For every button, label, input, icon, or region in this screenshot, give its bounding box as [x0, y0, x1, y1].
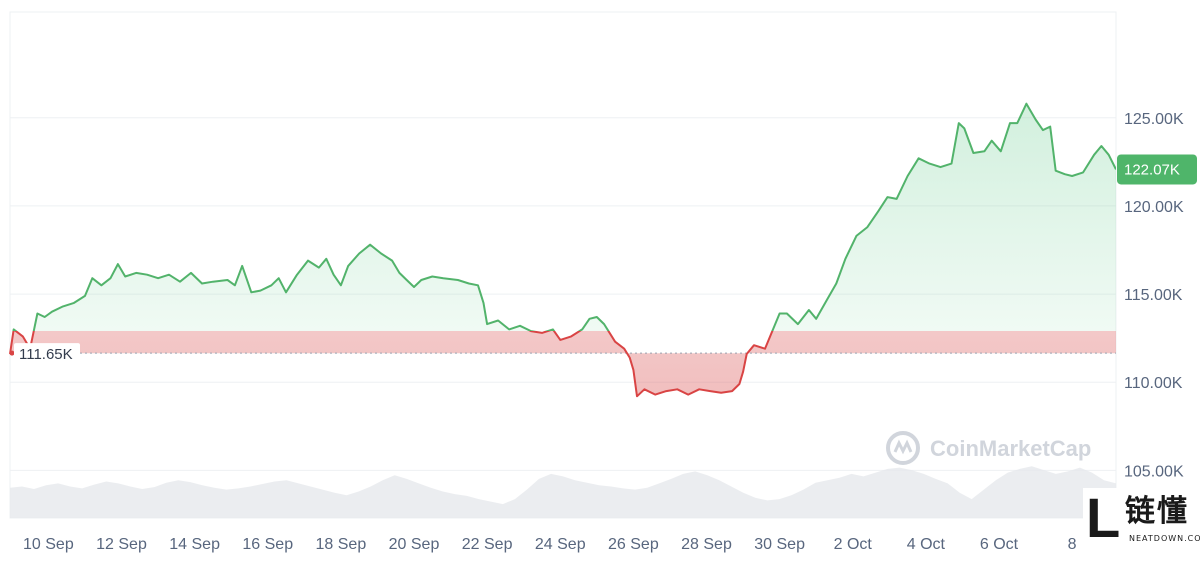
y-tick-label-1: 110.00K [1124, 375, 1183, 392]
volume-area [10, 466, 1116, 518]
x-tick-label-10: 30 Sep [754, 536, 805, 553]
x-tick-label-0: 10 Sep [23, 536, 74, 553]
price-area-down [10, 331, 1116, 397]
x-tick-label-11: 2 Oct [834, 536, 873, 553]
watermark: CoinMarketCap [886, 431, 1091, 465]
y-tick-label-4: 125.00K [1124, 111, 1184, 128]
y-tick-label-2: 115.00K [1124, 287, 1183, 304]
x-tick-label-12: 4 Oct [907, 536, 946, 553]
price-line [9, 102, 1116, 398]
x-tick-label-9: 28 Sep [681, 536, 732, 553]
coinmarketcap-logo-mark [893, 439, 913, 455]
x-tick-label-4: 18 Sep [316, 536, 367, 553]
x-tick-label-13: 6 Oct [980, 536, 1019, 553]
watermark-text: CoinMarketCap [930, 436, 1091, 461]
baseline-label: 111.65K [19, 346, 73, 363]
corner-logo-mark: L [1086, 486, 1121, 549]
corner-logo-en: NEATDOWN.COM [1129, 534, 1200, 543]
x-tick-label-2: 14 Sep [169, 536, 220, 553]
x-tick-label-14: 8 [1068, 536, 1077, 553]
x-tick-label-6: 22 Sep [462, 536, 513, 553]
x-tick-label-5: 20 Sep [389, 536, 440, 553]
volume-area-shape [10, 466, 1116, 518]
corner-logo: L 链懂 NEATDOWN.COM [1083, 488, 1200, 556]
corner-logo-cn: 链懂 [1125, 494, 1189, 529]
x-tick-label-1: 12 Sep [96, 536, 147, 553]
x-tick-label-3: 16 Sep [242, 536, 293, 553]
current-price-label: 122.07K [1124, 161, 1180, 178]
baseline-dot [9, 350, 15, 356]
coinmarketcap-logo-icon [886, 431, 920, 465]
current-price-badge: 122.07K [1117, 154, 1197, 185]
baseline-label-bg [14, 343, 80, 364]
baseline-marker: 111.65K [9, 343, 80, 364]
x-axis: 10 Sep 12 Sep 14 Sep 16 Sep 18 Sep 20 Sep 22 S… [23, 536, 1077, 553]
y-tick-label-3: 120.00K [1124, 199, 1184, 216]
current-price-badge-bg [1117, 154, 1197, 185]
y-tick-label-0: 105.00K [1124, 463, 1184, 480]
x-tick-label-7: 24 Sep [535, 536, 586, 553]
y-axis: 105.00K 110.00K 115.00K 120.00K 125.00K [1124, 111, 1184, 481]
price-line-up[interactable] [10, 102, 1116, 397]
x-tick-label-8: 26 Sep [608, 536, 659, 553]
